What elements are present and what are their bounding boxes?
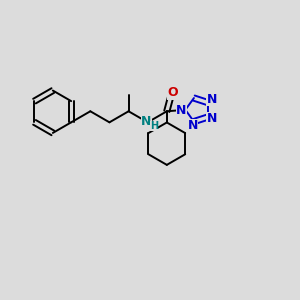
Text: N: N	[206, 112, 217, 125]
Text: N: N	[176, 104, 187, 118]
Text: N: N	[206, 92, 217, 106]
Text: N: N	[188, 119, 198, 132]
Text: H: H	[150, 121, 158, 131]
Text: O: O	[167, 86, 178, 100]
Text: N: N	[141, 115, 152, 128]
